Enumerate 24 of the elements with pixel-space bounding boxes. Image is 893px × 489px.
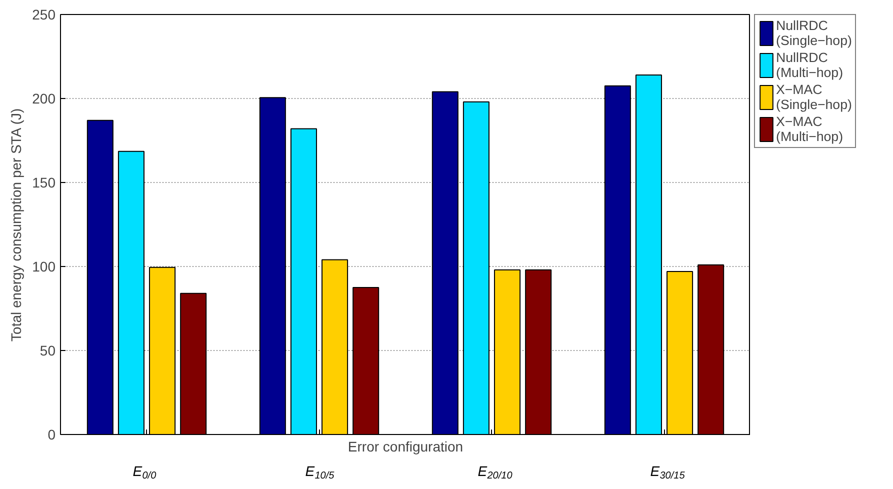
bar xyxy=(604,85,631,434)
bar xyxy=(259,97,286,434)
bar xyxy=(86,120,114,434)
bar xyxy=(180,292,207,434)
legend-label: NullRDC (Single−hop) xyxy=(776,18,852,48)
bar xyxy=(525,269,552,434)
legend-label: NullRDC (Multi−hop) xyxy=(776,50,844,80)
y-tick-label: 0 xyxy=(48,426,56,442)
bar xyxy=(635,74,662,434)
bar xyxy=(432,91,458,434)
legend-label: X−MAC (Multi−hop) xyxy=(776,114,844,144)
bar xyxy=(494,269,521,434)
y-tick-label: 100 xyxy=(32,258,56,274)
y-axis-title: Total energy consumption per STA (J) xyxy=(8,108,24,342)
bar xyxy=(290,128,317,434)
y-tick-label: 200 xyxy=(32,90,56,106)
y-tick-label: 250 xyxy=(32,6,56,22)
x-axis-title: Error configuration xyxy=(348,438,464,455)
bar xyxy=(149,266,176,434)
legend-label: X−MAC (Single−hop) xyxy=(776,82,852,112)
y-tick-label: 50 xyxy=(40,342,56,358)
bar xyxy=(352,287,380,434)
y-tick-label: 150 xyxy=(32,174,56,190)
bar xyxy=(698,264,724,434)
